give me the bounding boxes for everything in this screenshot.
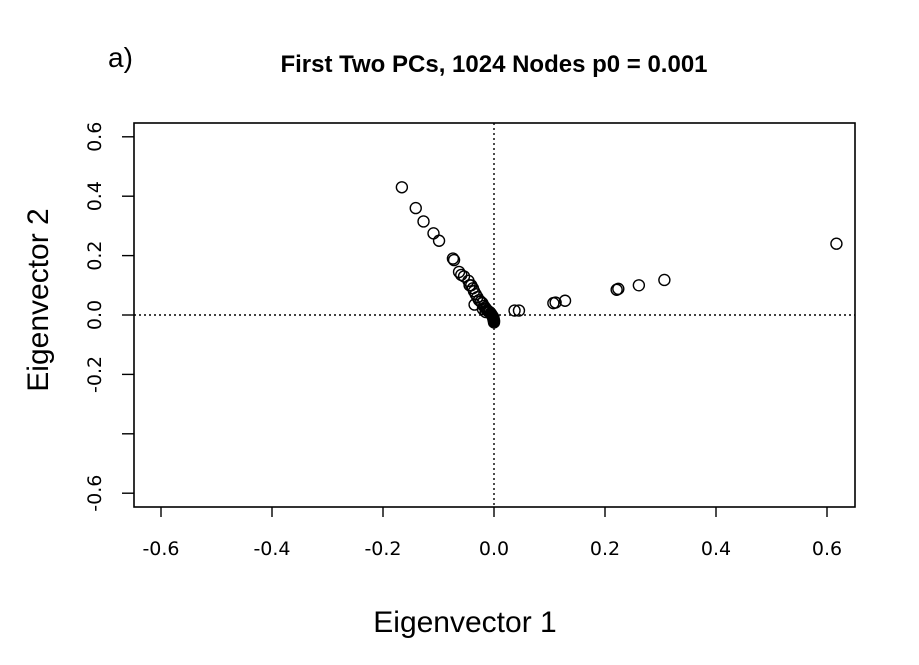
y-tick-label: -0.6 [84,475,106,512]
x-tick-label: 0.2 [590,538,620,560]
data-point [432,234,446,247]
data-point [427,227,440,240]
data-point [447,253,461,267]
y-tick-label: 0.2 [84,240,106,270]
data-point [417,215,430,228]
x-tick-label: 0.0 [479,538,509,560]
y-tick-label: 0.6 [84,122,106,152]
data-point [508,304,521,317]
x-axis: -0.6 -0.4 -0.2 0.0 0.2 0.4 0.6 [142,507,842,560]
y-tick-label: -0.2 [84,356,106,393]
data-point [446,252,460,265]
x-axis-title: Eigenvector 1 [373,606,556,639]
data-point [830,237,843,250]
data-point [612,282,625,296]
data-point [549,296,562,309]
y-axis-title: Eigenvector 2 [22,208,55,391]
x-tick-label: 0.6 [812,538,842,560]
x-tick-label: -0.4 [253,538,290,560]
x-tick-label: -0.2 [364,538,401,560]
panel-label: a) [108,42,133,73]
y-tick-label: 0.0 [84,300,106,330]
chart-title: First Two PCs, 1024 Nodes p0 = 0.001 [280,51,707,78]
data-point [476,302,490,316]
x-tick-label: 0.4 [701,538,731,560]
data-point [512,304,526,317]
data-point [558,294,572,307]
data-point [409,201,422,215]
y-tick-label: 0.4 [84,181,106,211]
x-tick-label: -0.6 [142,538,179,560]
data-point [395,181,409,194]
data-point [457,270,471,283]
data-point [632,279,646,292]
data-point [487,316,501,329]
data-points [395,181,843,329]
data-point [658,273,671,287]
y-axis: -0.6 -0.2 0.0 0.2 0.4 0.6 [84,122,134,512]
data-point [479,305,492,319]
